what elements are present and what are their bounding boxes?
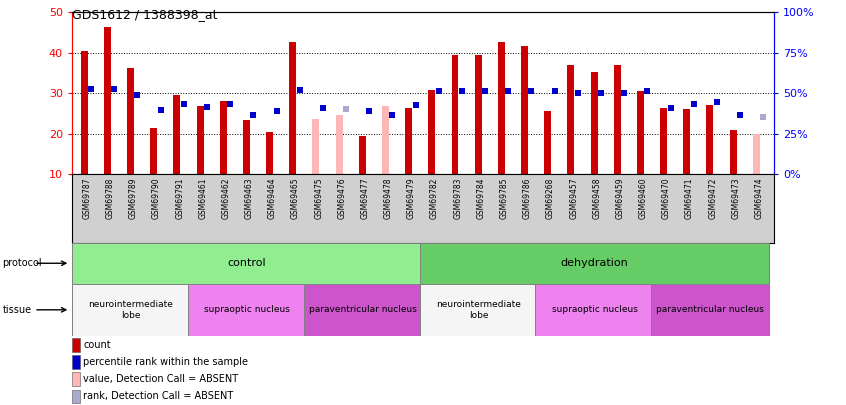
Text: GSM69460: GSM69460 (639, 178, 648, 219)
Bar (420, 284, 538, 336)
Text: supraoptic nucleus: supraoptic nucleus (204, 305, 290, 314)
Bar (706, 105, 713, 174)
Text: GSM69268: GSM69268 (546, 178, 555, 219)
Bar (544, 111, 551, 174)
Bar (591, 72, 597, 174)
Bar (428, 90, 436, 174)
Text: GSM69458: GSM69458 (592, 178, 602, 219)
Text: GSM69462: GSM69462 (222, 178, 230, 219)
Text: GSM69463: GSM69463 (244, 178, 254, 219)
Bar (188, 284, 306, 336)
Bar (753, 134, 760, 174)
Bar (336, 115, 343, 174)
Text: GSM69785: GSM69785 (500, 178, 508, 219)
Text: rank, Detection Call = ABSENT: rank, Detection Call = ABSENT (84, 391, 233, 401)
Text: neurointermediate
lobe: neurointermediate lobe (89, 300, 173, 320)
Bar (173, 95, 180, 174)
Text: dehydration: dehydration (561, 258, 629, 268)
Text: GSM69476: GSM69476 (338, 178, 346, 219)
Bar (497, 42, 505, 174)
Text: GSM69791: GSM69791 (175, 178, 184, 219)
Text: GSM69788: GSM69788 (106, 178, 115, 219)
Bar (637, 91, 644, 174)
Text: GSM69473: GSM69473 (731, 178, 740, 219)
Bar (304, 284, 422, 336)
Text: GSM69465: GSM69465 (291, 178, 300, 219)
Text: supraoptic nucleus: supraoptic nucleus (552, 305, 637, 314)
Text: paraventricular nucleus: paraventricular nucleus (309, 305, 417, 314)
Text: GSM69782: GSM69782 (430, 178, 439, 219)
Text: count: count (84, 340, 111, 350)
Bar (729, 130, 737, 174)
Bar (660, 108, 667, 174)
Bar (613, 65, 621, 174)
Bar (151, 128, 157, 174)
Text: GSM69787: GSM69787 (82, 178, 91, 219)
Text: GSM69789: GSM69789 (129, 178, 138, 219)
Text: GSM69477: GSM69477 (360, 178, 370, 219)
Bar (312, 119, 320, 174)
Bar (72, 243, 422, 284)
Text: GSM69472: GSM69472 (708, 178, 717, 219)
Bar (220, 101, 227, 174)
Bar (684, 109, 690, 174)
Text: GSM69478: GSM69478 (384, 178, 393, 219)
Text: GSM69464: GSM69464 (268, 178, 277, 219)
Bar (196, 106, 204, 174)
Text: GSM69784: GSM69784 (476, 178, 486, 219)
Bar (536, 284, 654, 336)
Text: GSM69786: GSM69786 (523, 178, 532, 219)
Text: protocol: protocol (3, 258, 42, 268)
Text: GSM69479: GSM69479 (407, 178, 416, 219)
Text: GSM69461: GSM69461 (198, 178, 207, 219)
Text: percentile rank within the sample: percentile rank within the sample (84, 357, 249, 367)
Bar (72, 372, 80, 386)
Bar (405, 108, 412, 174)
Bar (521, 46, 528, 174)
Text: value, Detection Call = ABSENT: value, Detection Call = ABSENT (84, 374, 239, 384)
Text: GSM69790: GSM69790 (152, 178, 161, 219)
Text: control: control (228, 258, 266, 268)
Text: GDS1612 / 1388398_at: GDS1612 / 1388398_at (72, 8, 217, 21)
Bar (651, 284, 770, 336)
Text: GSM69471: GSM69471 (685, 178, 694, 219)
Text: tissue: tissue (3, 305, 31, 315)
Text: GSM69475: GSM69475 (314, 178, 323, 219)
Bar (72, 338, 80, 352)
Bar (72, 390, 80, 403)
Bar (475, 55, 481, 174)
Bar (266, 132, 273, 174)
Text: GSM69459: GSM69459 (616, 178, 624, 219)
Bar (72, 284, 190, 336)
Bar (104, 27, 111, 174)
Bar (72, 355, 80, 369)
Text: GSM69783: GSM69783 (453, 178, 462, 219)
Bar (359, 136, 365, 174)
Text: neurointermediate
lobe: neurointermediate lobe (437, 300, 521, 320)
Bar (80, 51, 88, 174)
Text: GSM69457: GSM69457 (569, 178, 578, 219)
Bar (289, 42, 296, 174)
Bar (568, 65, 574, 174)
Text: GSM69474: GSM69474 (755, 178, 764, 219)
Bar (452, 55, 459, 174)
Text: GSM69470: GSM69470 (662, 178, 671, 219)
Bar (127, 68, 134, 174)
Bar (382, 106, 389, 174)
Bar (243, 120, 250, 174)
Bar (420, 243, 770, 284)
Text: paraventricular nucleus: paraventricular nucleus (656, 305, 764, 314)
